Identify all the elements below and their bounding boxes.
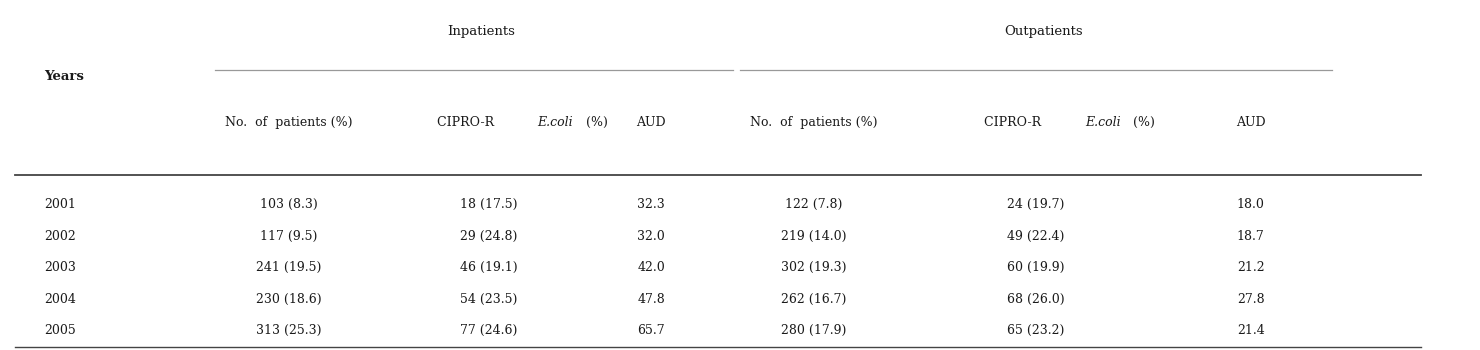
Text: 122 (7.8): 122 (7.8) [786, 198, 842, 211]
Text: No.  of  patients (%): No. of patients (%) [750, 116, 878, 129]
Text: AUD: AUD [636, 116, 666, 129]
Text: 60 (19.9): 60 (19.9) [1008, 261, 1064, 274]
Text: (%): (%) [1129, 116, 1154, 129]
Text: 77 (24.6): 77 (24.6) [460, 324, 517, 337]
Text: 2001: 2001 [44, 198, 77, 211]
Text: 313 (25.3): 313 (25.3) [256, 324, 321, 337]
Text: 27.8: 27.8 [1237, 293, 1264, 306]
Text: 262 (16.7): 262 (16.7) [781, 293, 847, 306]
Text: 68 (26.0): 68 (26.0) [1008, 293, 1064, 306]
Text: CIPRO-R: CIPRO-R [984, 116, 1049, 129]
Text: 2004: 2004 [44, 293, 77, 306]
Text: (%): (%) [582, 116, 607, 129]
Text: 21.4: 21.4 [1237, 324, 1264, 337]
Text: 65.7: 65.7 [638, 324, 665, 337]
Text: 2003: 2003 [44, 261, 77, 274]
Text: 241 (19.5): 241 (19.5) [256, 261, 321, 274]
Text: 117 (9.5): 117 (9.5) [260, 230, 317, 243]
Text: 29 (24.8): 29 (24.8) [460, 230, 517, 243]
Text: 230 (18.6): 230 (18.6) [256, 293, 321, 306]
Text: No.  of  patients (%): No. of patients (%) [225, 116, 352, 129]
Text: 42.0: 42.0 [638, 261, 665, 274]
Text: E.coli: E.coli [537, 116, 573, 129]
Text: 18.0: 18.0 [1237, 198, 1264, 211]
Text: 2002: 2002 [44, 230, 75, 243]
Text: Outpatients: Outpatients [1003, 25, 1083, 38]
Text: 54 (23.5): 54 (23.5) [460, 293, 517, 306]
Text: 280 (17.9): 280 (17.9) [781, 324, 847, 337]
Text: 32.3: 32.3 [638, 198, 665, 211]
Text: 2005: 2005 [44, 324, 75, 337]
Text: 103 (8.3): 103 (8.3) [259, 198, 318, 211]
Text: 47.8: 47.8 [638, 293, 665, 306]
Text: 21.2: 21.2 [1237, 261, 1264, 274]
Text: 18 (17.5): 18 (17.5) [460, 198, 517, 211]
Text: CIPRO-R: CIPRO-R [437, 116, 502, 129]
Text: 46 (19.1): 46 (19.1) [460, 261, 517, 274]
Text: Years: Years [44, 70, 84, 84]
Text: 65 (23.2): 65 (23.2) [1008, 324, 1064, 337]
Text: 18.7: 18.7 [1237, 230, 1264, 243]
Text: E.coli: E.coli [1085, 116, 1120, 129]
Text: Inpatients: Inpatients [447, 25, 515, 38]
Text: 32.0: 32.0 [638, 230, 665, 243]
Text: AUD: AUD [1236, 116, 1265, 129]
Text: 49 (22.4): 49 (22.4) [1008, 230, 1064, 243]
Text: 219 (14.0): 219 (14.0) [781, 230, 847, 243]
Text: 24 (19.7): 24 (19.7) [1008, 198, 1064, 211]
Text: 302 (19.3): 302 (19.3) [781, 261, 847, 274]
